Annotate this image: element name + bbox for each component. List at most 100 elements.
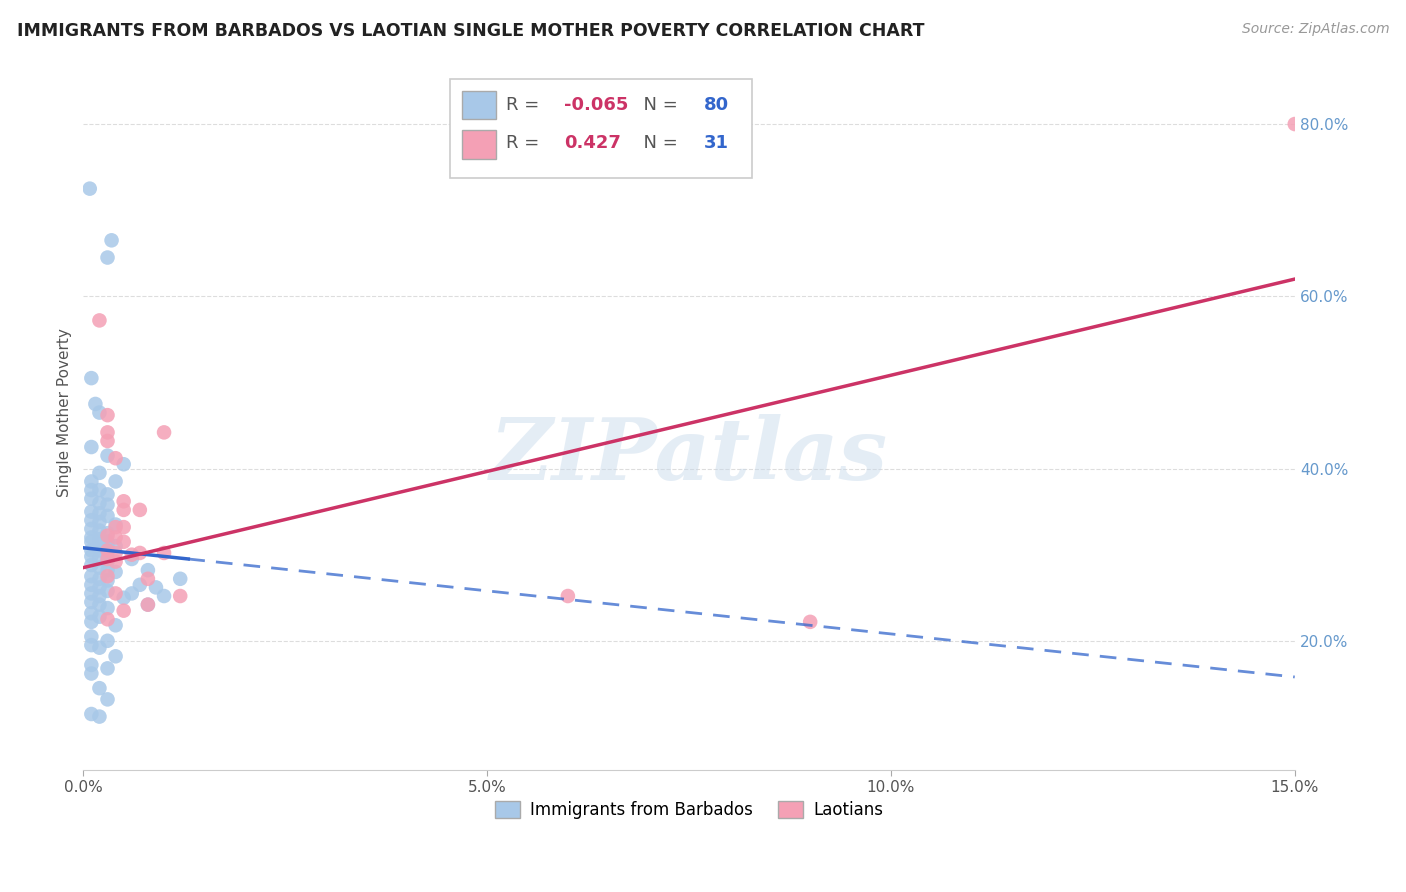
Point <box>153 425 176 440</box>
Point <box>80 638 103 652</box>
Point <box>96 612 118 626</box>
Point <box>136 563 159 577</box>
Point <box>153 546 176 560</box>
Point <box>96 534 118 549</box>
Point <box>89 572 111 586</box>
Point <box>80 371 103 385</box>
Point <box>104 586 127 600</box>
Point <box>89 560 111 574</box>
Point <box>96 425 118 440</box>
Point <box>80 531 103 545</box>
Point <box>104 531 127 545</box>
FancyBboxPatch shape <box>463 130 496 159</box>
Point <box>112 457 135 471</box>
Point <box>104 546 127 560</box>
Point <box>128 546 150 560</box>
Point <box>80 543 103 558</box>
Point <box>80 534 103 549</box>
Point <box>89 515 111 529</box>
Point <box>89 709 111 723</box>
Point <box>96 508 118 523</box>
Text: R =: R = <box>506 135 546 153</box>
Text: 80: 80 <box>703 95 728 114</box>
Point <box>80 606 103 620</box>
Point <box>80 666 103 681</box>
Point <box>80 630 103 644</box>
Point <box>112 604 135 618</box>
Point <box>121 552 143 566</box>
Point <box>80 522 103 536</box>
Point <box>89 313 111 327</box>
Point <box>153 589 176 603</box>
Point <box>96 552 118 566</box>
Point <box>104 520 127 534</box>
Point <box>112 520 135 534</box>
Point <box>89 552 111 566</box>
Point <box>104 475 127 489</box>
Point <box>104 555 127 569</box>
Point <box>89 524 111 538</box>
Y-axis label: Single Mother Poverty: Single Mother Poverty <box>58 328 72 497</box>
Point <box>96 498 118 512</box>
Point <box>89 532 111 546</box>
Point <box>112 503 135 517</box>
Point <box>136 572 159 586</box>
Point <box>169 589 191 603</box>
Point <box>96 569 118 583</box>
Point <box>89 537 111 551</box>
Point <box>169 572 191 586</box>
Point <box>89 543 111 558</box>
Point <box>80 615 103 629</box>
Point <box>136 598 159 612</box>
Point <box>80 483 103 497</box>
Point <box>104 451 127 466</box>
Point <box>112 494 135 508</box>
Legend: Immigrants from Barbados, Laotians: Immigrants from Barbados, Laotians <box>488 795 890 826</box>
Point <box>89 506 111 520</box>
Point <box>96 583 118 598</box>
Point <box>89 640 111 655</box>
Point <box>104 539 127 553</box>
Text: ZIPatlas: ZIPatlas <box>489 414 889 497</box>
Point <box>89 466 111 480</box>
Point <box>112 534 135 549</box>
Point <box>104 565 127 579</box>
Point <box>80 586 103 600</box>
Point <box>96 546 118 560</box>
Point <box>799 615 821 629</box>
Point <box>104 649 127 664</box>
Point <box>1284 117 1306 131</box>
Point <box>80 513 103 527</box>
Point <box>89 406 111 420</box>
Text: 31: 31 <box>703 135 728 153</box>
Point <box>79 181 101 195</box>
Point <box>96 601 118 615</box>
Point <box>96 574 118 588</box>
Point <box>89 598 111 612</box>
Point <box>80 706 103 721</box>
Point <box>557 589 579 603</box>
Text: IMMIGRANTS FROM BARBADOS VS LAOTIAN SINGLE MOTHER POVERTY CORRELATION CHART: IMMIGRANTS FROM BARBADOS VS LAOTIAN SING… <box>17 22 924 40</box>
Point <box>96 408 118 422</box>
Point <box>96 539 118 553</box>
Text: R =: R = <box>506 95 546 114</box>
Point <box>96 692 118 706</box>
Point <box>89 496 111 510</box>
Point <box>96 449 118 463</box>
Point <box>128 503 150 517</box>
Point <box>96 563 118 577</box>
Text: N =: N = <box>633 135 683 153</box>
Point <box>80 475 103 489</box>
Point <box>80 569 103 583</box>
Point <box>121 548 143 562</box>
Point <box>89 589 111 603</box>
Point <box>96 434 118 448</box>
Point <box>96 633 118 648</box>
Point <box>96 555 118 569</box>
Point <box>80 491 103 506</box>
Text: -0.065: -0.065 <box>564 95 628 114</box>
Text: 0.427: 0.427 <box>564 135 621 153</box>
Point <box>96 529 118 543</box>
Point <box>145 581 167 595</box>
Point <box>80 549 103 564</box>
